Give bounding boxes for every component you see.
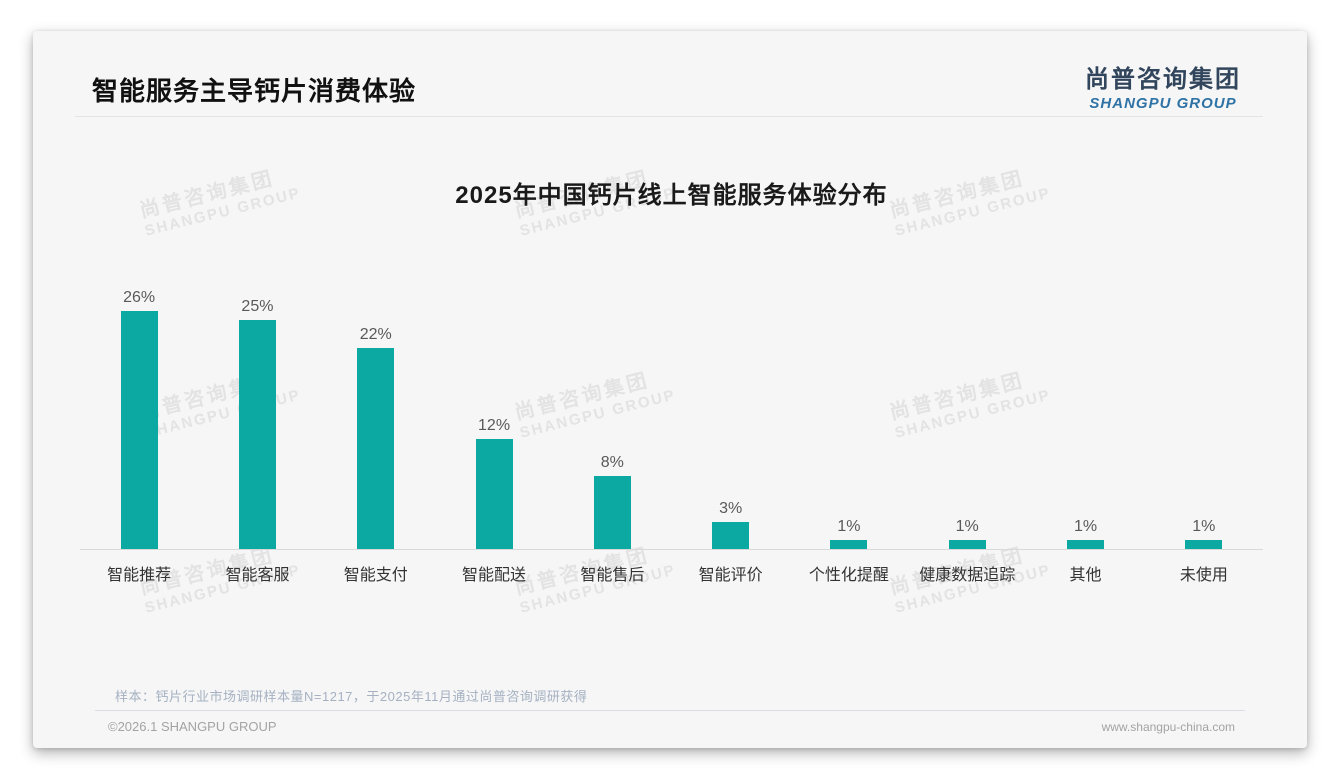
- bar: [475, 439, 513, 549]
- x-axis-labels: 智能推荐 智能客服 智能支付 智能配送 智能售后 智能评价 个性化提醒 健康数据追踪 其他 未使用: [80, 561, 1263, 585]
- bar-column: 25%: [198, 298, 316, 549]
- bar-chart: 26% 25% 22% 12% 8% 3% 1% 1% 1% 1%: [80, 276, 1263, 550]
- bar-column: 22%: [317, 326, 435, 549]
- bar: [1067, 540, 1105, 549]
- category-label: 智能评价: [698, 567, 763, 584]
- bar-column: 1%: [1026, 518, 1144, 549]
- bar-column: 3%: [671, 500, 789, 549]
- page-title: 智能服务主导钙片消费体验: [92, 76, 417, 106]
- bar-column: 12%: [435, 417, 553, 549]
- bar: [948, 540, 986, 549]
- bar-column: 1%: [1145, 518, 1263, 549]
- chart-title: 2025年中国钙片线上智能服务体验分布: [455, 182, 888, 209]
- category-label: 未使用: [1179, 567, 1228, 584]
- category-label: 智能售后: [580, 567, 645, 584]
- logo-text-chinese: 尚普咨询集团: [1085, 66, 1241, 93]
- bar: [1185, 540, 1223, 549]
- company-logo: 尚普咨询集团 SHANGPU GROUP: [1085, 59, 1241, 112]
- slide-card: 尚普咨询集团 SHANGPU GROUP 尚普咨询集团 SHANGPU GROUP 尚普…: [33, 31, 1307, 748]
- category-label: 智能配送: [462, 567, 527, 584]
- bar-value-label: 26%: [123, 289, 156, 306]
- bar-value-label: 1%: [955, 518, 979, 535]
- bar: [712, 522, 750, 549]
- bar-value-label: 12%: [478, 417, 511, 434]
- category-label: 健康数据追踪: [919, 567, 1016, 584]
- bar-column: 1%: [908, 518, 1026, 549]
- bar-column: 8%: [553, 454, 671, 549]
- copyright-text: ©2026.1 SHANGPU GROUP: [108, 719, 277, 734]
- category-label: 智能支付: [343, 567, 408, 584]
- website-text: www.shangpu-china.com: [1101, 720, 1235, 734]
- bar: [238, 320, 276, 549]
- header-divider: [75, 116, 1263, 117]
- sample-note: 样本：钙片行业市场调研样本量N=1217，于2025年11月通过尚普咨询调研获得: [115, 689, 588, 704]
- bar-value-label: 25%: [241, 298, 274, 315]
- bar-value-label: 1%: [1073, 518, 1098, 535]
- category-label: 个性化提醒: [808, 567, 889, 584]
- bar-value-label: 22%: [359, 326, 392, 343]
- bar-value-label: 1%: [837, 518, 861, 535]
- bar: [357, 348, 395, 549]
- category-label: 其他: [1069, 567, 1102, 584]
- bar: [120, 311, 158, 549]
- bar: [830, 540, 868, 549]
- category-label: 智能客服: [225, 567, 290, 584]
- logo-text-english: SHANGPU GROUP: [1089, 95, 1237, 112]
- bar-value-label: 8%: [600, 454, 624, 471]
- bar-value-label: 3%: [719, 500, 743, 517]
- bar-value-label: 1%: [1192, 518, 1216, 535]
- bar: [593, 476, 631, 549]
- footer-divider: [95, 710, 1245, 711]
- bar-column: 1%: [790, 518, 908, 549]
- bar-column: 26%: [80, 289, 198, 549]
- category-label: 智能推荐: [107, 567, 172, 584]
